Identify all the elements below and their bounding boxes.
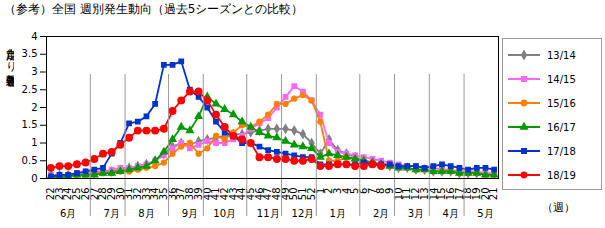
svg-text:52: 52: [305, 187, 317, 201]
svg-text:46: 46: [253, 187, 265, 201]
svg-text:21: 21: [488, 188, 499, 201]
svg-text:15: 15: [436, 187, 448, 201]
svg-text:2月: 2月: [373, 208, 389, 219]
svg-text:38: 38: [184, 187, 196, 201]
svg-text:8月: 8月: [138, 208, 154, 219]
svg-text:0.5: 0.5: [22, 155, 38, 166]
svg-text:1月: 1月: [330, 208, 346, 219]
svg-text:5: 5: [349, 187, 361, 194]
svg-text:0: 0: [31, 173, 37, 184]
svg-text:9月: 9月: [182, 208, 198, 219]
svg-text:9: 9: [384, 187, 395, 194]
svg-text:5月: 5月: [477, 208, 493, 219]
svg-text:29: 29: [105, 187, 117, 201]
svg-text:48: 48: [271, 187, 282, 201]
html-text:（参考）全国 週別発生動向（過去5シーズンとの比較）: （参考）全国 週別発生動向（過去5シーズンとの比較）: [4, 2, 304, 16]
svg-text:39: 39: [192, 187, 204, 201]
svg-text:12: 12: [410, 187, 422, 201]
svg-text:7月: 7月: [104, 208, 120, 219]
svg-text:7: 7: [366, 187, 378, 194]
svg-text:24: 24: [62, 187, 74, 201]
svg-text:42: 42: [218, 187, 230, 201]
html-text:14/15: 14/15: [547, 73, 576, 85]
svg-text:30: 30: [114, 187, 126, 201]
html-text:定点当たり患者報告数: 定点当たり患者報告数: [5, 40, 18, 66]
svg-text:33: 33: [140, 187, 152, 201]
svg-text:4: 4: [340, 187, 352, 194]
svg-text:50: 50: [288, 187, 300, 201]
html-text:18/19: 18/19: [547, 169, 576, 181]
svg-text:23: 23: [53, 187, 65, 201]
svg-text:26: 26: [79, 187, 91, 201]
svg-text:3.5: 3.5: [22, 48, 38, 59]
html-text:15/16: 15/16: [547, 97, 576, 109]
svg-text:20: 20: [479, 187, 491, 201]
svg-text:44: 44: [236, 187, 248, 201]
svg-text:25: 25: [71, 187, 83, 201]
svg-text:1.5: 1.5: [22, 119, 38, 130]
svg-text:34: 34: [149, 187, 161, 201]
svg-text:47: 47: [262, 187, 274, 201]
svg-text:6月: 6月: [60, 208, 76, 219]
svg-text:13: 13: [418, 187, 430, 201]
svg-text:19: 19: [471, 187, 482, 201]
svg-text:8: 8: [375, 187, 387, 194]
svg-text:51: 51: [297, 187, 309, 201]
svg-text:28: 28: [97, 187, 109, 201]
svg-text:3: 3: [31, 66, 37, 77]
svg-text:4月: 4月: [443, 208, 459, 219]
svg-text:32: 32: [132, 187, 143, 201]
svg-text:16: 16: [444, 187, 456, 201]
svg-text:1: 1: [31, 137, 37, 148]
svg-text:35: 35: [158, 187, 169, 201]
svg-text:12月: 12月: [292, 208, 315, 219]
svg-text:2.5: 2.5: [22, 84, 38, 95]
svg-text:4: 4: [31, 31, 37, 42]
svg-text:41: 41: [210, 187, 222, 201]
svg-text:11月: 11月: [257, 208, 280, 219]
html-text:16/17: 16/17: [547, 121, 576, 133]
svg-text:2: 2: [323, 187, 335, 194]
svg-text:37: 37: [175, 187, 187, 201]
svg-text:2: 2: [31, 102, 37, 113]
svg-text:22: 22: [45, 187, 56, 201]
html-text:（週）: （週）: [542, 201, 575, 214]
html-text:17/18: 17/18: [547, 145, 576, 157]
svg-text:11: 11: [401, 187, 413, 201]
svg-text:43: 43: [227, 187, 239, 201]
svg-text:3月: 3月: [408, 208, 424, 219]
html-text:13/14: 13/14: [547, 49, 576, 61]
svg-text:3: 3: [331, 187, 343, 194]
svg-text:10月: 10月: [213, 208, 236, 219]
svg-text:17: 17: [453, 187, 465, 201]
